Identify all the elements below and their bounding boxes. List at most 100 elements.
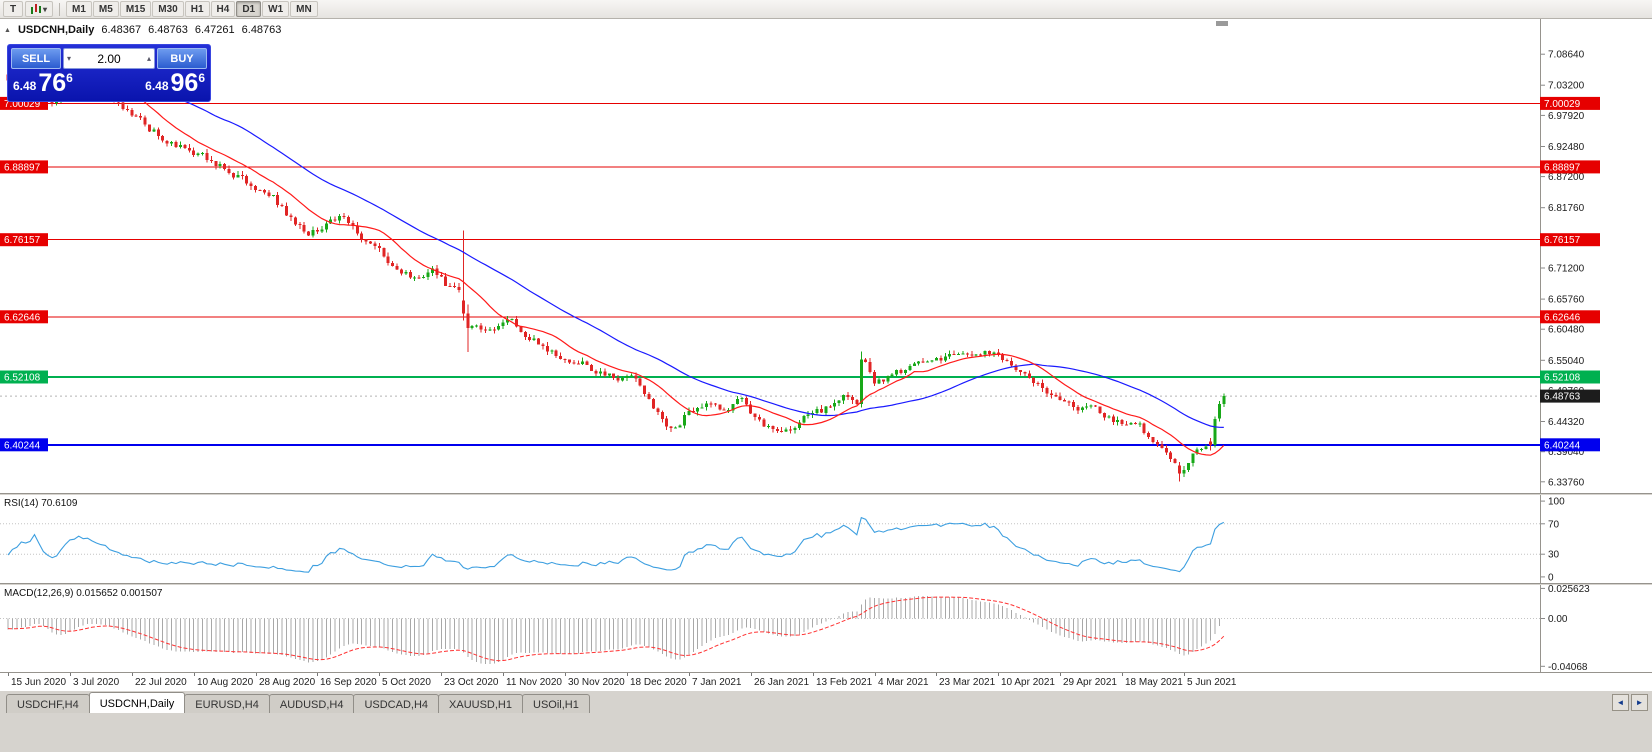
buy-price[interactable]: 6.48 96 6 (145, 71, 205, 96)
chart-tab-usoil-h1[interactable]: USOil,H1 (522, 694, 590, 713)
date-label: 7 Jan 2021 (692, 677, 742, 688)
price-badge-label: 6.88897 (4, 162, 41, 173)
date-label: 5 Oct 2020 (382, 677, 431, 688)
trade-prices-row: 6.48 76 6 6.48 96 6 (11, 71, 207, 96)
date-tick (441, 673, 442, 676)
price-badge-label: 6.62646 (4, 312, 41, 323)
macd-pane-canvas[interactable]: 0.025623 0.00 -0.04068 (0, 585, 1652, 672)
date-label: 23 Oct 2020 (444, 677, 499, 688)
rsi-axis-label: 30 (1548, 550, 1560, 561)
price-axis-label: 7.03200 (1548, 81, 1585, 92)
chart-tab-usdchf-h4[interactable]: USDCHF,H4 (6, 694, 90, 713)
rsi-indicator-label: RSI(14) 70.6109 (4, 498, 78, 509)
close-value: 6.48763 (241, 24, 282, 36)
date-tick (8, 673, 9, 676)
price-badge (1540, 370, 1600, 384)
price-badge-label: 6.76157 (1544, 235, 1581, 246)
date-tick (998, 673, 999, 676)
price-axis-label: 6.71200 (1548, 264, 1585, 275)
price-badge-label: 6.52108 (1544, 373, 1581, 384)
rsi-pane-canvas[interactable]: 100 70 30 0 (0, 495, 1652, 583)
price-axis-label: 6.81760 (1548, 203, 1585, 214)
volume-decrease-button[interactable]: ▾ (67, 53, 72, 63)
macd-histogram (7, 596, 1225, 665)
date-label: 30 Nov 2020 (568, 677, 625, 688)
macd-indicator-label: MACD(12,26,9) 0.015652 0.001507 (4, 588, 163, 599)
price-badge (0, 310, 48, 324)
sell-button[interactable]: SELL (11, 48, 61, 69)
date-tick (503, 673, 504, 676)
price-badge (0, 370, 48, 384)
timeframe-toolbar: T ▾ M1 M5 M15 M30 H1 H4 D1 W1 MN (0, 0, 1652, 19)
period-buttons-group: M1 M5 M15 M30 H1 H4 D1 W1 MN (66, 1, 318, 17)
pane-splitter[interactable] (0, 493, 1652, 495)
price-axis-label: 6.39040 (1548, 447, 1585, 458)
price-badge-label: 6.76157 (4, 235, 41, 246)
price-badge (1540, 160, 1600, 174)
date-label: 28 Aug 2020 (259, 677, 316, 688)
chart-tab-usdcnh-daily[interactable]: USDCNH,Daily (88, 692, 186, 713)
rsi-axis-label: 0 (1548, 572, 1554, 583)
chart-collapse-icon[interactable]: ▲ (4, 26, 11, 34)
sell-price-prefix: 6.48 (13, 79, 37, 93)
sell-price-big: 76 (38, 69, 67, 97)
price-axis-label: 6.60480 (1548, 325, 1585, 336)
date-label: 5 Jun 2021 (1187, 677, 1237, 688)
price-axis-label: 6.65760 (1548, 295, 1585, 306)
rsi-line (7, 516, 1225, 573)
symbol-period-label: USDCNH,Daily (17, 24, 95, 36)
period-button-h1[interactable]: H1 (184, 1, 210, 17)
chevron-down-icon: ▾ (43, 4, 48, 14)
price-badge-label: 6.48763 (1544, 392, 1581, 403)
chart-background[interactable] (0, 19, 1652, 690)
main-chart-canvas[interactable]: 7.08640 7.03200 6.97920 6.92480 6.87200 6.817… (0, 19, 1652, 493)
tabs-scroll-left-button[interactable]: ◄ (1612, 694, 1629, 711)
period-button-m5[interactable]: M5 (92, 1, 119, 17)
pane-splitter[interactable] (0, 583, 1652, 585)
volume-increase-button[interactable]: ▴ (146, 53, 151, 63)
chart-type-button[interactable]: ▾ (25, 1, 54, 17)
period-button-m30[interactable]: M30 (152, 1, 184, 17)
date-label: 18 May 2021 (1125, 677, 1183, 688)
date-tick (132, 673, 133, 676)
price-badge (1540, 438, 1600, 452)
buy-button[interactable]: BUY (157, 48, 207, 69)
date-axis[interactable]: 15 Jun 2020 3 Jul 2020 22 Jul 2020 10 Aug 2… (0, 672, 1652, 690)
price-badge (1540, 233, 1600, 247)
sell-price-pipette: 6 (66, 71, 73, 85)
date-tick (813, 673, 814, 676)
ma-fast-line (7, 71, 1225, 456)
templates-button[interactable]: T (3, 1, 23, 17)
tabs-scroll-right-button[interactable]: ► (1631, 694, 1648, 711)
date-label: 29 Apr 2021 (1063, 677, 1117, 688)
date-tick (256, 673, 257, 676)
price-badge-label: 6.88897 (1544, 162, 1581, 173)
price-axis-label: 7.08640 (1548, 50, 1585, 61)
macd-signal-line (7, 596, 1225, 662)
period-button-w1[interactable]: W1 (262, 1, 290, 17)
date-tick (1184, 673, 1185, 676)
sell-price[interactable]: 6.48 76 6 (13, 71, 73, 96)
volume-field[interactable]: ▾ 2.00 ▴ (63, 48, 155, 69)
chart-tab-eurusd-h4[interactable]: EURUSD,H4 (184, 694, 270, 713)
period-button-m15[interactable]: M15 (119, 1, 152, 17)
period-button-h4[interactable]: H4 (210, 1, 236, 17)
chart-tab-bar: USDCHF,H4 USDCNH,Daily EURUSD,H4 AUDUSD,H4 U… (0, 690, 1652, 713)
date-tick (875, 673, 876, 676)
date-label: 16 Sep 2020 (320, 677, 377, 688)
toolbar-separator (59, 2, 61, 16)
period-button-m1[interactable]: M1 (66, 1, 92, 17)
date-label: 26 Jan 2021 (754, 677, 810, 688)
chart-tab-xauusd-h1[interactable]: XAUUSD,H1 (438, 694, 523, 713)
chart-shift-marker[interactable] (1216, 21, 1228, 26)
period-button-d1[interactable]: D1 (236, 1, 262, 17)
period-button-mn[interactable]: MN (290, 1, 318, 17)
chart-tab-audusd-h4[interactable]: AUDUSD,H4 (268, 694, 355, 713)
date-tick (936, 673, 937, 676)
date-tick (751, 673, 752, 676)
date-tick (565, 673, 566, 676)
price-badge (1540, 389, 1600, 403)
date-label: 23 Mar 2021 (939, 677, 996, 688)
chart-tab-usdcad-h4[interactable]: USDCAD,H4 (353, 694, 440, 713)
